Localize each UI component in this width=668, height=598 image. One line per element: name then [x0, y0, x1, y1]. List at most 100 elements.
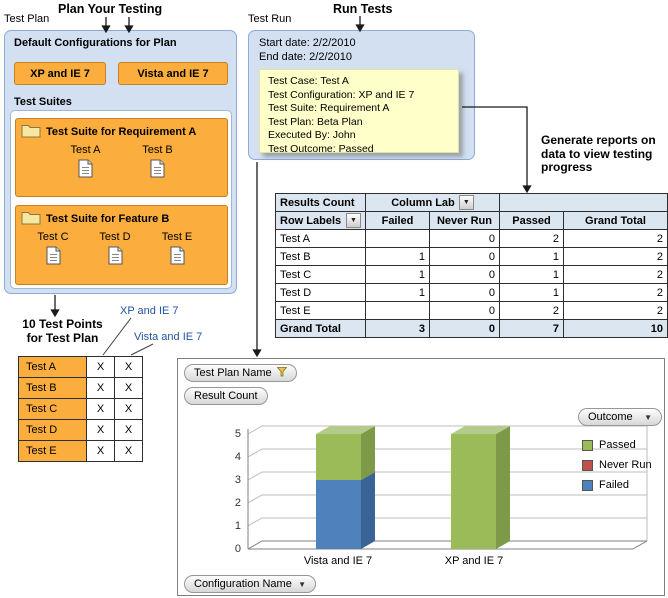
chevron-down-icon: ▼: [644, 412, 652, 422]
passed-swatch-icon: [582, 439, 593, 451]
grand-total-passed: 7: [499, 319, 564, 338]
note-line: Test Plan: Beta Plan: [268, 115, 363, 128]
y-tick: 1: [235, 520, 241, 532]
chevron-down-icon: ▼: [298, 579, 306, 589]
value-button-label: Result Count: [194, 390, 258, 402]
note-line: Test Outcome: Passed: [268, 142, 374, 155]
table-row: Test A X X: [18, 356, 143, 378]
generate-reports-line: Generate reports on: [541, 133, 656, 147]
test-case-item: Test B: [129, 141, 187, 181]
legend-label: Passed: [599, 439, 636, 451]
cell-failed: 1: [365, 283, 430, 302]
test-case-label: Test C: [37, 231, 69, 243]
legend-button-label: Outcome: [588, 411, 633, 423]
config-vista-ie7[interactable]: Vista and IE 7: [118, 62, 228, 85]
document-icon: [170, 246, 185, 268]
legend-label: Never Run: [599, 459, 652, 471]
y-tick: 4: [235, 451, 241, 463]
grand-total-failed: 3: [365, 319, 430, 338]
column-labels-dropdown-icon[interactable]: ▼: [458, 195, 474, 210]
point-xp: X: [86, 419, 115, 441]
generate-reports-line: data to view testing: [541, 146, 653, 161]
outcome-legend-button[interactable]: Outcome ▼: [578, 408, 662, 426]
row-label: Test A: [275, 229, 366, 248]
point-name: Test E: [18, 440, 87, 462]
test-run-box: Start date: 2/2/2010 End date: 2/2/2010 …: [248, 30, 475, 160]
test-result-note: Test Case: Test A Test Configuration: XP…: [259, 69, 459, 155]
col-header-failed: Failed: [365, 211, 430, 230]
default-configurations-title: Default Configurations for Plan: [14, 37, 177, 49]
bar-xp-ie7: [451, 426, 510, 549]
generate-reports-line: progress: [541, 160, 593, 174]
legend-item-passed: Passed: [582, 435, 652, 455]
test-points-table: Test A X X Test B X X Test C X X Test D …: [18, 356, 143, 462]
cell-never-run: 0: [429, 265, 500, 284]
table-row: Test C 1 0 1 2: [275, 265, 668, 284]
test-points-title-line: for Test Plan: [26, 330, 99, 345]
cell-total: 2: [563, 301, 668, 320]
filter-button-label: Test Plan Name: [194, 367, 272, 379]
legend-label: Failed: [599, 479, 629, 491]
point-name: Test D: [18, 419, 87, 441]
test-plan-box: Default Configurations for Plan XP and I…: [4, 30, 237, 294]
note-line: Test Configuration: XP and IE 7: [268, 88, 415, 101]
test-case-item: Test D: [86, 228, 144, 268]
never-run-swatch-icon: [582, 459, 593, 471]
document-icon: [108, 246, 123, 268]
point-vista: X: [114, 356, 143, 378]
configuration-name-button[interactable]: Configuration Name ▼: [184, 575, 316, 593]
row-label: Test E: [275, 301, 366, 320]
suite-feature-b: Test Suite for Feature B Test C Test D: [15, 205, 228, 285]
test-case-item: Test E: [148, 228, 206, 268]
y-tick: 2: [235, 497, 241, 509]
test-case-label: Test B: [142, 144, 173, 156]
cell-passed: 1: [499, 247, 564, 266]
grand-total-label: Grand Total: [275, 319, 366, 338]
test-case-item: Test A: [57, 141, 115, 181]
suite-b-title: Test Suite for Feature B: [46, 213, 170, 225]
point-vista: X: [114, 377, 143, 399]
cell-passed: 2: [499, 301, 564, 320]
cell-total: 2: [563, 229, 668, 248]
test-case-label: Test D: [99, 231, 131, 243]
point-name: Test B: [18, 377, 87, 399]
row-labels-header: Row Labels: [280, 214, 342, 227]
test-plan-name-filter-button[interactable]: Test Plan Name: [184, 364, 297, 382]
test-case-item: Test C: [24, 228, 82, 268]
point-name: Test C: [18, 398, 87, 420]
table-row: Test D 1 0 1 2: [275, 283, 668, 302]
x-category-label: XP and IE 7: [445, 555, 504, 567]
legend-item-never-run: Never Run: [582, 455, 652, 475]
filter-icon: [276, 366, 287, 380]
cell-total: 2: [563, 283, 668, 302]
point-xp: X: [86, 377, 115, 399]
pivot-corner: Results Count: [275, 193, 366, 212]
x-category-label: Vista and IE 7: [304, 555, 372, 567]
config-xp-ie7[interactable]: XP and IE 7: [14, 62, 106, 85]
points-config-label-xp: XP and IE 7: [120, 305, 179, 317]
failed-swatch-icon: [582, 479, 593, 491]
y-tick: 5: [235, 428, 241, 440]
point-xp: X: [86, 440, 115, 462]
document-icon: [46, 246, 61, 268]
folder-icon: [21, 210, 41, 228]
row-label: Test D: [275, 283, 366, 302]
result-count-button[interactable]: Result Count: [184, 387, 268, 405]
point-xp: X: [86, 356, 115, 378]
grand-total-row: Grand Total 3 0 7 10: [275, 319, 668, 338]
bar-vista-ie7: [316, 426, 375, 549]
cell-passed: 2: [499, 229, 564, 248]
points-config-label-vista: Vista and IE 7: [134, 331, 203, 343]
row-label: Test B: [275, 247, 366, 266]
note-line: Test Case: Test A: [268, 75, 349, 87]
table-row: Test E 0 2 2: [275, 301, 668, 320]
row-labels-dropdown-icon[interactable]: ▼: [346, 213, 361, 228]
legend-item-failed: Failed: [582, 475, 652, 495]
cell-never-run: 0: [429, 301, 500, 320]
heading-plan-your-testing: Plan Your Testing: [58, 2, 163, 16]
table-row: Test D X X: [18, 419, 143, 441]
test-plan-label: Test Plan: [4, 13, 50, 25]
test-case-label: Test E: [161, 231, 193, 243]
cell-never-run: 0: [429, 247, 500, 266]
